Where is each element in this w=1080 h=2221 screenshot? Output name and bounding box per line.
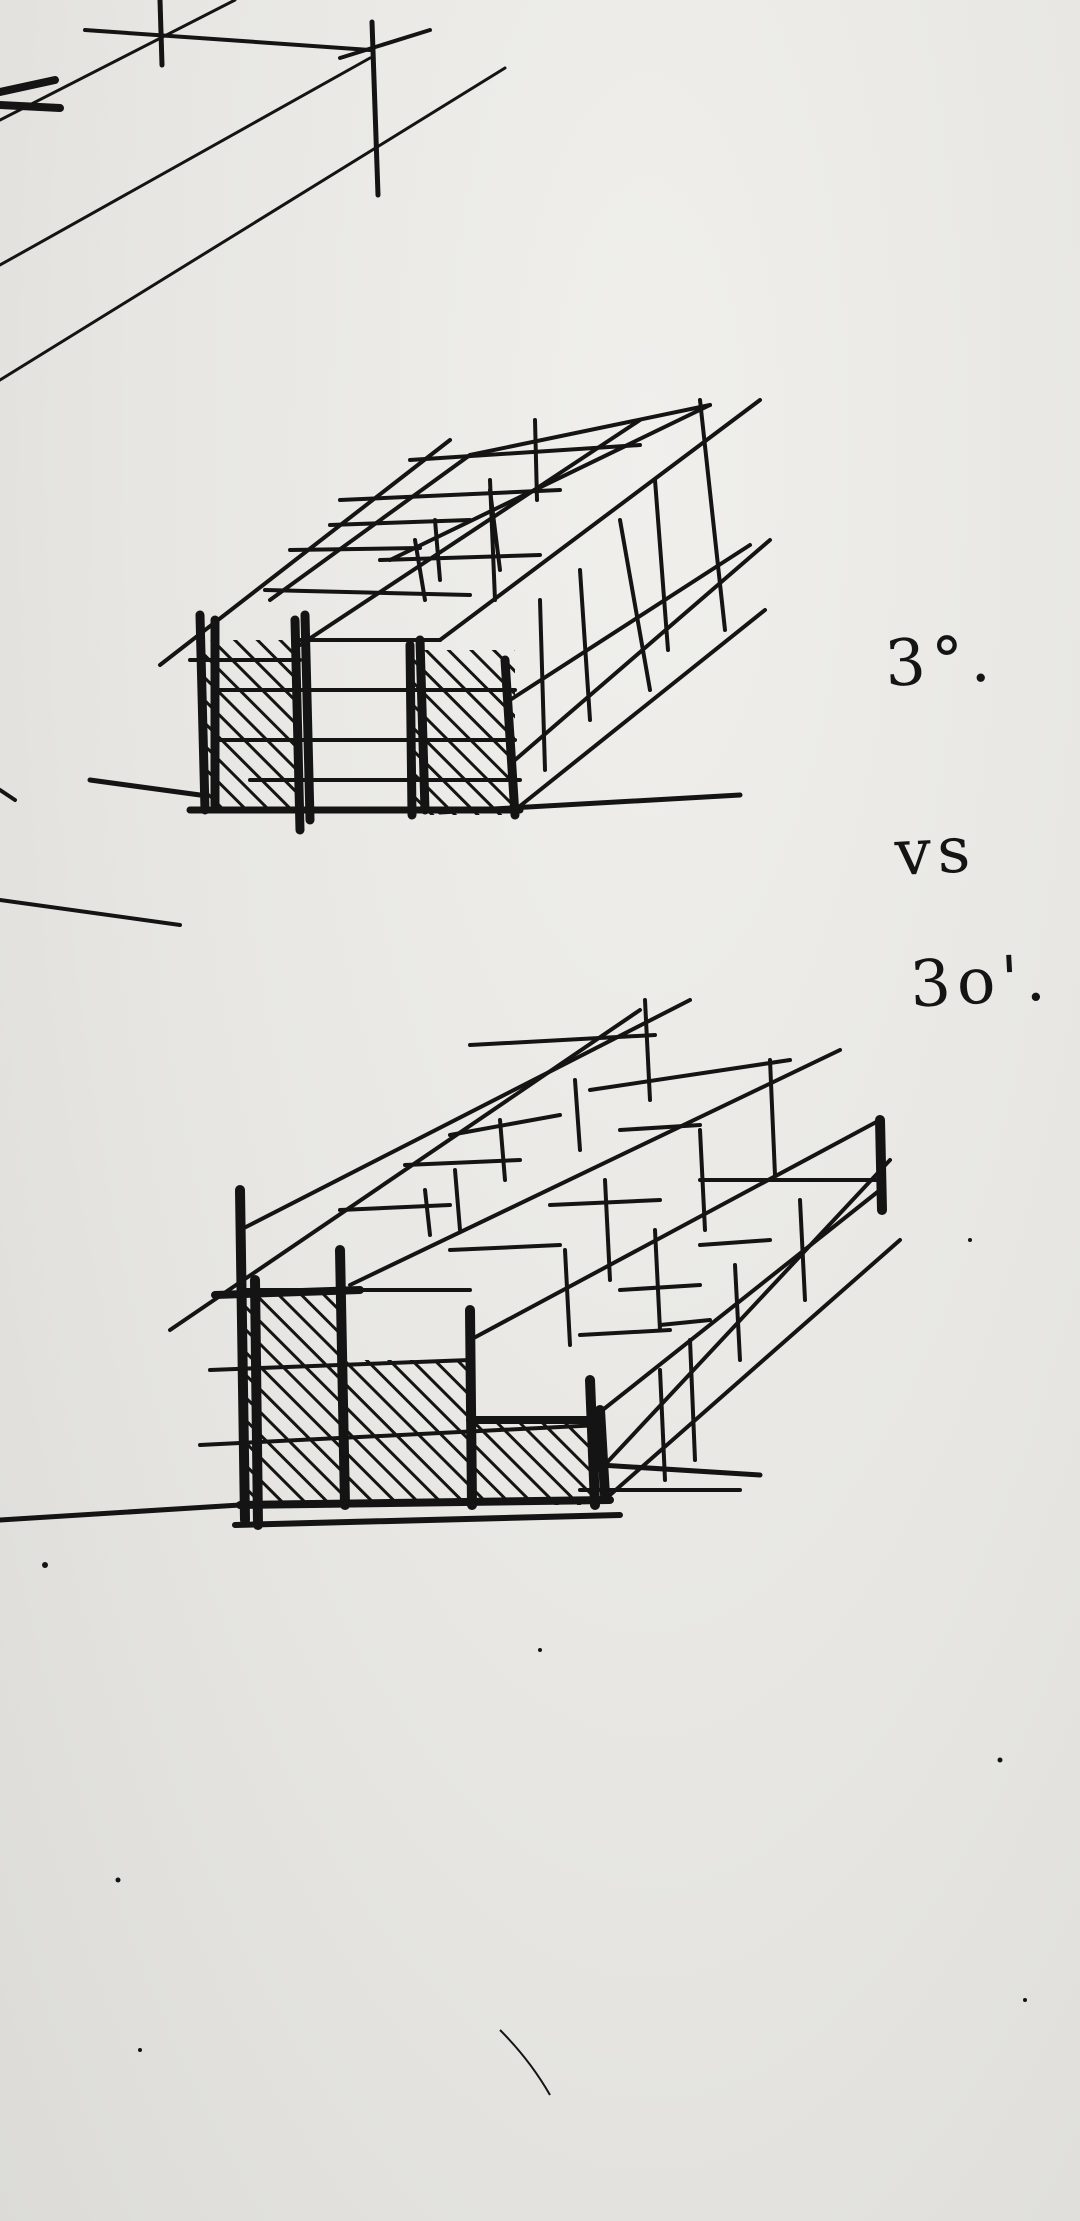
paper-specks bbox=[42, 1238, 1027, 2096]
note-middle: vs bbox=[893, 812, 978, 892]
note-top: 3°. bbox=[883, 622, 998, 702]
block-two-sketch bbox=[0, 998, 902, 1530]
note-bottom: 3o'. bbox=[908, 941, 1054, 1023]
construction-lines-top bbox=[0, 0, 507, 382]
block-one-sketch bbox=[0, 398, 772, 927]
